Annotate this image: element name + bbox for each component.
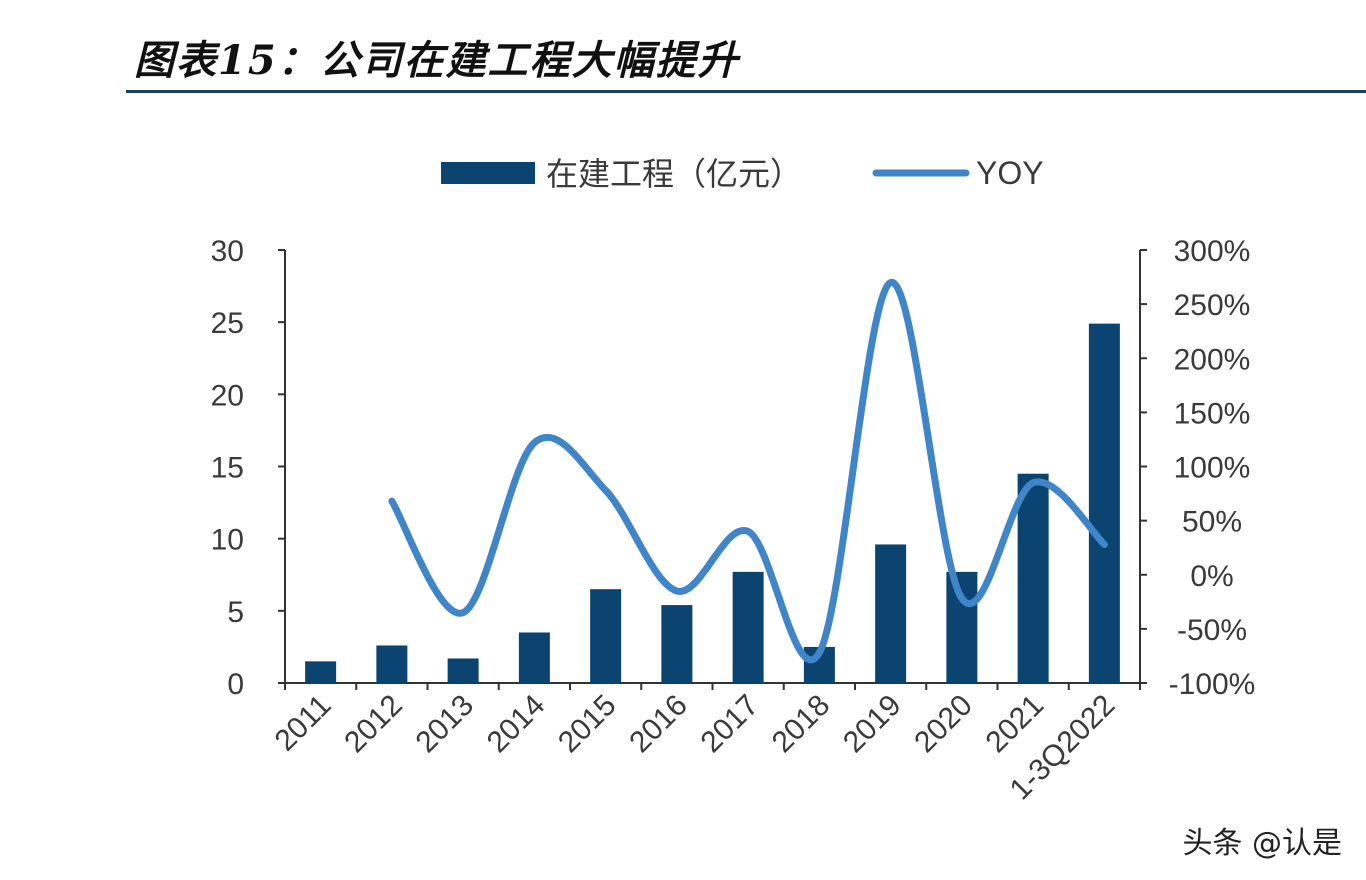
left-tick-label: 0 — [227, 668, 244, 701]
left-tick-label: 10 — [211, 524, 244, 557]
x-tick-label: 2014 — [481, 689, 552, 760]
right-tick-label: -100% — [1169, 668, 1256, 701]
bar — [447, 658, 479, 683]
x-axis-ticks: 2011 2012 2013 2014 2015 2016 2017 2018 2019 2020… — [269, 683, 1141, 806]
bar — [305, 661, 337, 683]
right-tick-label: -50% — [1177, 614, 1247, 647]
x-tick-label: 2011 — [269, 689, 338, 758]
bar — [1088, 323, 1120, 683]
right-tick-label: 300% — [1174, 235, 1251, 268]
bar — [875, 544, 907, 683]
right-tick-label: 250% — [1174, 289, 1251, 322]
bar — [376, 645, 408, 683]
bar — [590, 589, 622, 683]
bar — [1017, 473, 1049, 683]
legend: 在建工程（亿元） YOY — [441, 155, 1044, 192]
right-axis-ticks: -100% -50% 0% 50% 100% 150% 200% 250% 300% — [1140, 235, 1255, 701]
bar — [518, 632, 550, 683]
yoy-line — [388, 278, 1108, 664]
legend-bar-swatch — [441, 162, 535, 184]
left-tick-label: 5 — [227, 596, 244, 629]
right-tick-label: 150% — [1174, 397, 1251, 430]
left-tick-label: 20 — [211, 379, 244, 412]
figure-title: 图表15：公司在建工程大幅提升 — [134, 37, 740, 84]
right-tick-label: 100% — [1174, 452, 1251, 485]
bar — [946, 571, 978, 683]
left-axis-ticks: 0 5 10 15 20 25 30 — [211, 235, 285, 701]
title-rule — [126, 90, 1366, 93]
x-tick-label: 2017 — [695, 689, 766, 760]
bar — [732, 571, 764, 683]
left-tick-label: 25 — [211, 307, 244, 340]
watermark: 头条 @认是 — [1182, 826, 1342, 861]
left-tick-label: 15 — [211, 452, 244, 485]
yoy-series — [388, 278, 1108, 664]
x-tick-label: 2019 — [837, 689, 908, 760]
legend-bar-label: 在建工程（亿元） — [546, 156, 802, 192]
x-tick-label: 2013 — [410, 689, 481, 760]
x-tick-label: 2016 — [623, 689, 694, 760]
left-tick-label: 30 — [211, 235, 244, 268]
bar — [661, 605, 693, 683]
bar-series — [305, 323, 1120, 683]
legend-line-label: YOY — [976, 155, 1044, 191]
x-tick-label: 2020 — [908, 689, 979, 760]
right-tick-label: 50% — [1182, 506, 1242, 539]
x-tick-label: 2012 — [338, 689, 409, 760]
x-tick-label: 2015 — [552, 689, 623, 760]
right-tick-label: 0% — [1190, 560, 1233, 593]
axes — [284, 250, 1141, 684]
right-tick-label: 200% — [1174, 343, 1251, 376]
x-tick-label: 2018 — [766, 689, 837, 760]
